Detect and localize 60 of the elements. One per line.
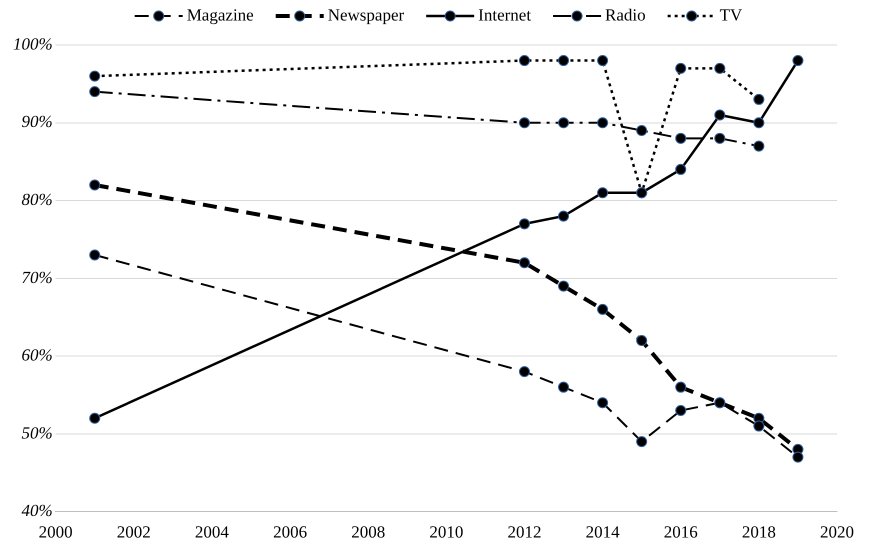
point (714, 132, 726, 144)
x-tick-label: 2020 (820, 522, 854, 542)
point (675, 382, 686, 393)
point (89, 70, 100, 82)
x-tick-label: 2016 (664, 522, 698, 542)
point (89, 86, 100, 98)
y-tick-label: 80% (21, 190, 53, 209)
x-tick-label: 2012 (507, 522, 542, 542)
point (753, 117, 764, 128)
point (518, 366, 530, 378)
point (558, 55, 570, 66)
point (792, 55, 804, 66)
point (753, 94, 764, 105)
point (558, 280, 570, 292)
legend-label: Internet (478, 5, 532, 24)
point (753, 140, 764, 152)
legend-label: Magazine (186, 5, 254, 24)
point (597, 55, 608, 66)
point (675, 405, 686, 416)
point (518, 55, 530, 66)
point (753, 420, 764, 432)
x-tick-label: 2004 (194, 522, 230, 542)
legend-label: TV (720, 5, 744, 24)
point (714, 62, 726, 74)
point (89, 249, 100, 260)
x-tick-label: 2018 (742, 522, 776, 542)
point (558, 117, 570, 128)
point (792, 452, 804, 463)
point (597, 397, 608, 408)
y-tick-label: 50% (21, 423, 53, 442)
point (597, 304, 608, 315)
point (636, 436, 648, 448)
point (714, 109, 726, 120)
point (518, 218, 530, 230)
x-tick-label: 2006 (273, 522, 308, 542)
y-tick-label: 70% (21, 268, 53, 287)
y-tick-label: 90% (21, 112, 53, 132)
x-tick-label: 2002 (116, 522, 151, 542)
point (89, 179, 100, 190)
point (636, 125, 648, 136)
point (558, 382, 570, 393)
point (675, 132, 686, 144)
point (675, 62, 686, 74)
point (518, 117, 530, 128)
point (89, 412, 100, 424)
x-tick-label: 2000 (38, 522, 73, 542)
point (518, 257, 530, 268)
point (597, 187, 608, 198)
legend-label: Newspaper (328, 5, 405, 24)
point (558, 210, 570, 222)
point (675, 164, 686, 175)
y-tick-label: 60% (21, 346, 53, 365)
x-tick-label: 2014 (586, 522, 620, 542)
y-tick-label: 40% (21, 501, 53, 520)
point (636, 335, 648, 346)
point (597, 117, 608, 128)
y-tick-label: 100% (12, 34, 53, 54)
legend-label: Radio (605, 5, 646, 24)
x-tick-label: 2008 (351, 522, 386, 542)
x-tick-label: 2010 (429, 522, 464, 542)
